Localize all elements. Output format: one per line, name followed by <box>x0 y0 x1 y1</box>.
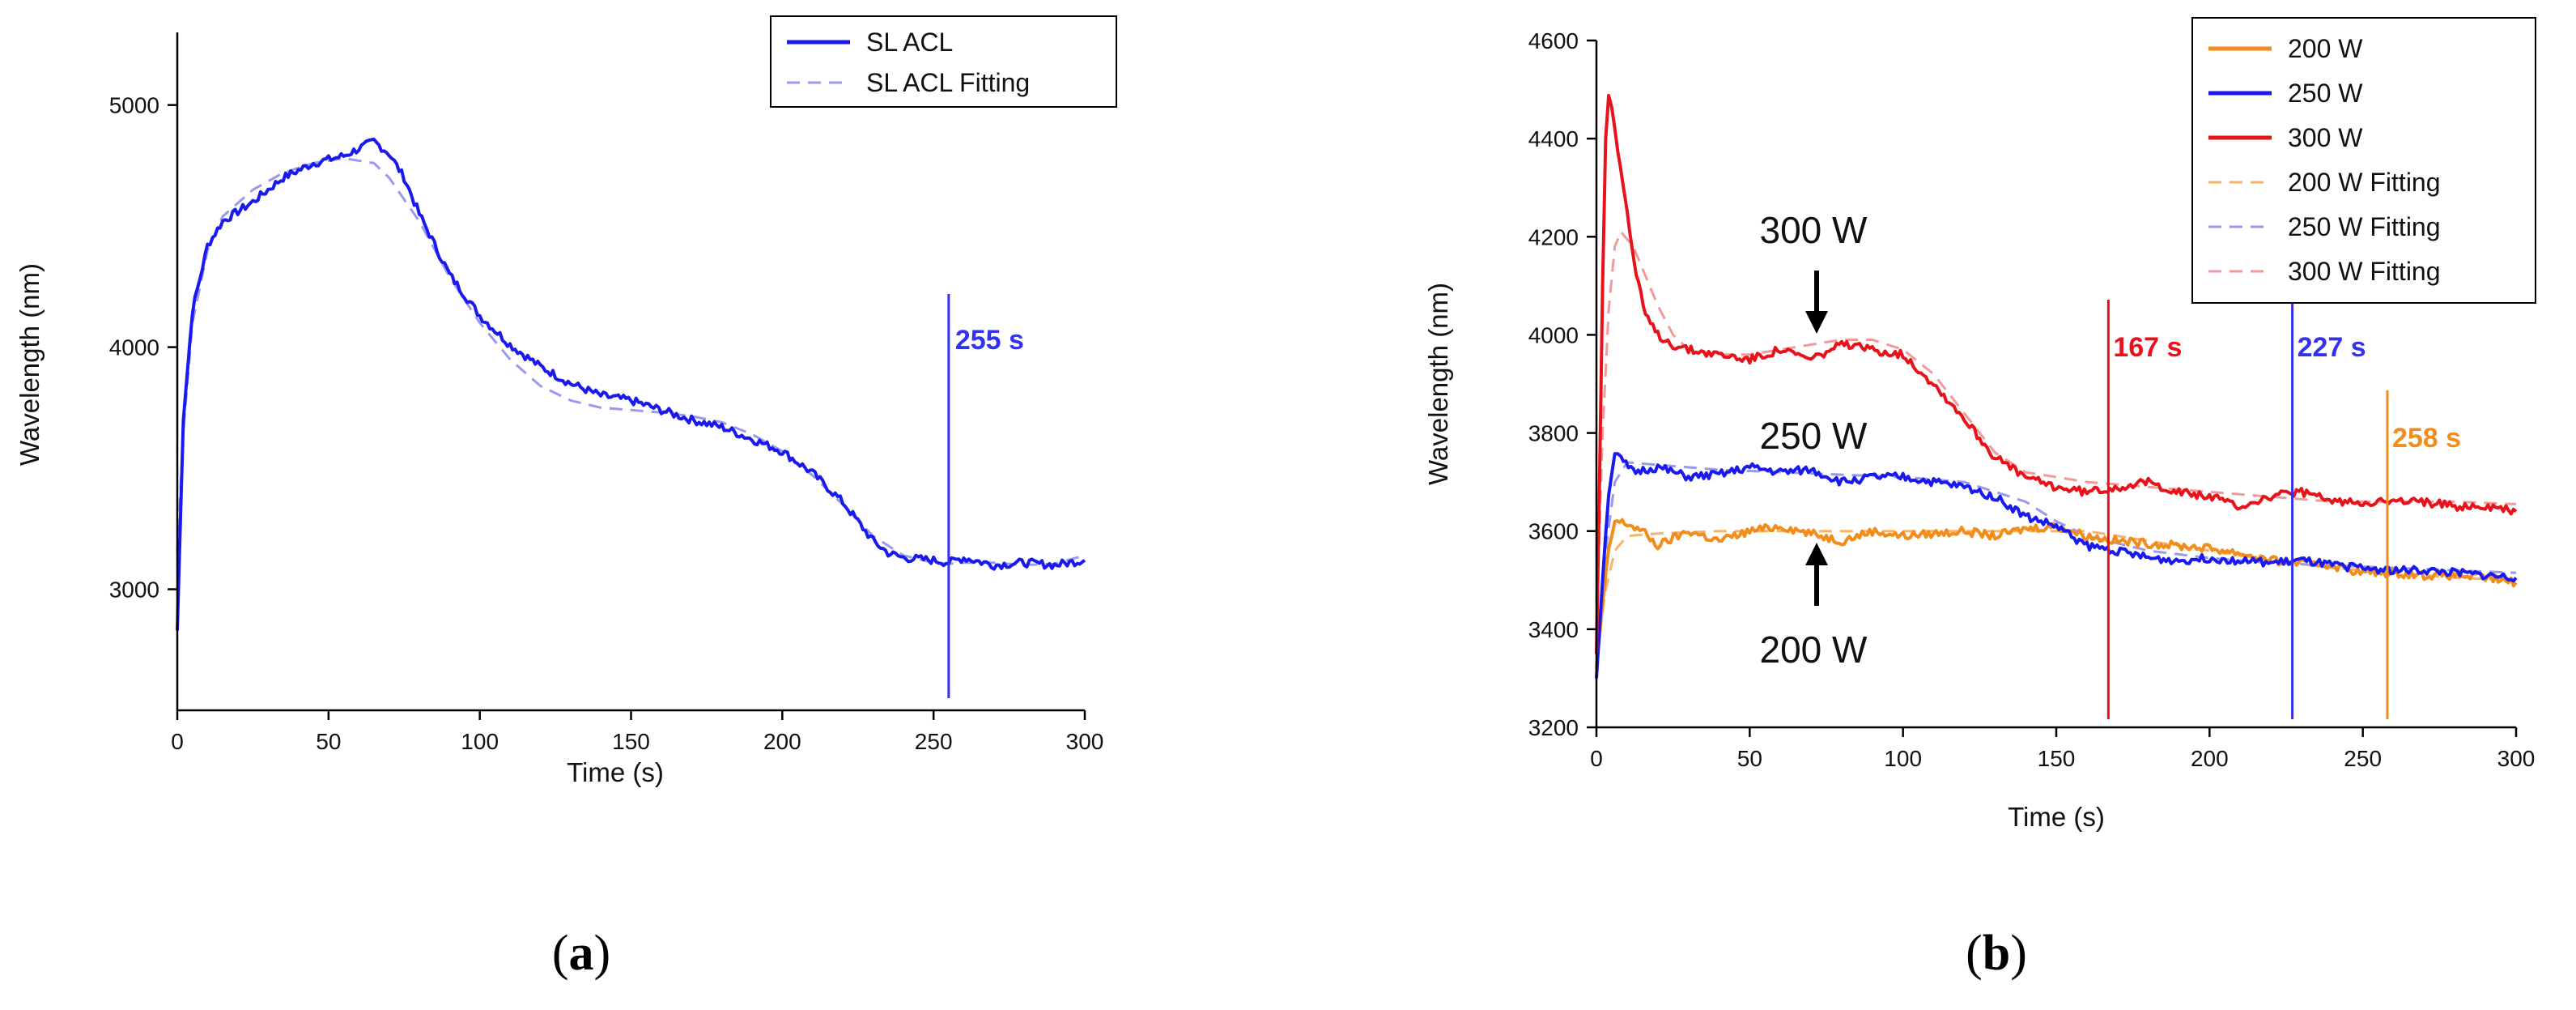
marker-label-a-0: 255 s <box>955 325 1024 356</box>
legend-label-b-0: 200 W <box>2288 34 2363 63</box>
annotation-label-b-2: 200 W <box>1760 629 1868 671</box>
x-tick-label-a-2: 100 <box>461 729 499 754</box>
y-tick-label-a-2: 5000 <box>109 93 159 118</box>
x-tick-label-a-3: 150 <box>612 729 650 754</box>
ticks-b: 0 50 100 150 200 250 300 3200 3400 3600 3800 4000 42… <box>1528 28 2536 771</box>
x-tick-label-a-0: 0 <box>171 729 184 754</box>
series-line-a-0 <box>176 138 1086 631</box>
y-axis-title-a: Wavelength (nm) <box>15 263 45 466</box>
legend-b: 200 W 250 W 300 W 200 W Fitting 250 W Fittin… <box>2191 17 2536 304</box>
x-tick-label-b-3: 150 <box>2038 746 2076 771</box>
x-tick-label-b-2: 100 <box>1884 746 1922 771</box>
series-line-b-2 <box>1595 93 2518 654</box>
x-tick-label-b-4: 200 <box>2191 746 2229 771</box>
marker-label-b-2: 258 s <box>2392 423 2461 454</box>
legend-label-a-1: SL ACL Fitting <box>866 68 1030 97</box>
ticks-a: 0 50 100 150 200 250 300 3000 4000 5000 <box>109 93 1104 754</box>
legend-box-a <box>770 15 1117 108</box>
x-tick-label-a-1: 50 <box>316 729 341 754</box>
x-tick-label-a-6: 300 <box>1066 729 1104 754</box>
annotations-b: 300 W 250 W 200 W <box>1760 209 1868 671</box>
x-tick-label-a-5: 250 <box>915 729 953 754</box>
chart-panel-a: 255 s 0 50 100 150 200 250 300 3000 4000 5000 Tim… <box>15 15 1117 981</box>
series-line-b-5 <box>1595 230 2517 629</box>
legend-box-b <box>2191 17 2536 304</box>
y-tick-label-b-2: 3600 <box>1528 519 1579 544</box>
legend-label-b-3: 200 W Fitting <box>2288 168 2441 197</box>
annotation-label-b-1: 250 W <box>1760 415 1868 457</box>
annotation-label-b-0: 300 W <box>1760 209 1868 251</box>
y-tick-label-b-6: 4400 <box>1528 126 1579 151</box>
y-tick-label-b-5: 4200 <box>1528 224 1579 249</box>
legend-label-b-1: 250 W <box>2288 79 2363 108</box>
annotation-arrow-head-b-2 <box>1805 543 1828 565</box>
x-tick-label-b-0: 0 <box>1590 746 1603 771</box>
marker-label-b-1: 227 s <box>2298 332 2366 363</box>
x-axis-title-a: Time (s) <box>567 757 664 787</box>
x-tick-label-b-1: 50 <box>1737 746 1762 771</box>
series-line-b-3 <box>1595 530 2517 654</box>
series-line-a-1 <box>176 156 1086 567</box>
panel-letter-b: b <box>1983 926 2010 981</box>
y-tick-label-b-4: 4000 <box>1528 322 1579 347</box>
y-tick-label-a-1: 4000 <box>109 335 159 360</box>
x-axis-title-b: Time (s) <box>2008 802 2105 832</box>
series-line-b-1 <box>1595 452 2518 679</box>
x-tick-label-a-4: 200 <box>763 729 801 754</box>
y-tick-label-a-0: 3000 <box>109 577 159 603</box>
legend-label-b-2: 300 W <box>2288 123 2363 152</box>
panel-label-b: (b) <box>1966 926 2027 981</box>
series-line-b-0 <box>1595 518 2518 669</box>
chart-panel-b: 167 s 227 s 258 s 0 50 100 150 200 250 300 3200 34… <box>1423 17 2536 981</box>
y-tick-label-b-1: 3400 <box>1528 617 1579 642</box>
plot-area-a: 255 s <box>176 138 1086 698</box>
annotation-arrow-head-b-0 <box>1805 311 1828 334</box>
legend-label-b-4: 250 W Fitting <box>2288 212 2441 241</box>
legend-label-b-5: 300 W Fitting <box>2288 257 2441 286</box>
series-line-b-4 <box>1595 461 2517 654</box>
legend-label-a-0: SL ACL <box>866 28 953 57</box>
y-tick-label-b-3: 3800 <box>1528 421 1579 446</box>
plot-area-b: 167 s 227 s 258 s <box>1595 93 2518 719</box>
y-tick-label-b-7: 4600 <box>1528 28 1579 53</box>
y-tick-label-b-0: 3200 <box>1528 715 1579 740</box>
x-tick-label-b-6: 300 <box>2497 746 2536 771</box>
legend-a: SL ACL SL ACL Fitting <box>770 15 1117 108</box>
legend-items-b: 200 W 250 W 300 W 200 W Fitting 250 W Fittin… <box>2208 34 2441 286</box>
panel-label-a: (a) <box>552 926 610 981</box>
x-tick-label-b-5: 250 <box>2344 746 2382 771</box>
marker-label-b-0: 167 s <box>2113 332 2182 363</box>
y-axis-title-b: Wavelength (nm) <box>1423 283 1453 485</box>
panel-letter-a: a <box>569 926 594 981</box>
